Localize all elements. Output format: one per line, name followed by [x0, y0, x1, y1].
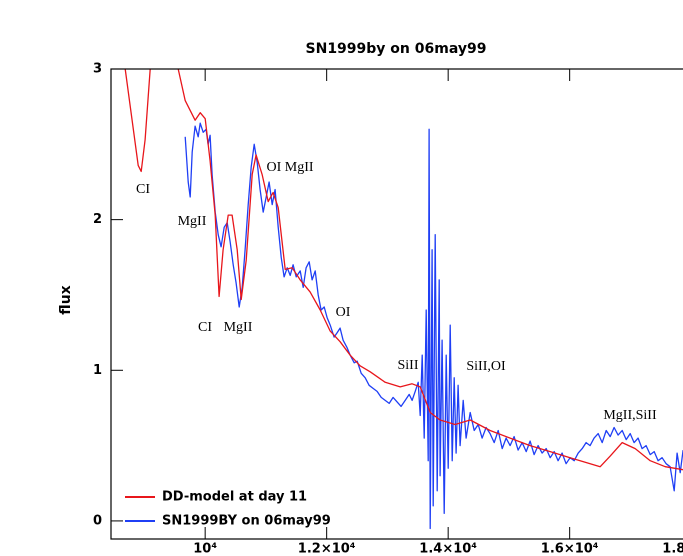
y-tick-label: 1	[93, 363, 102, 378]
axes-frame	[110, 68, 683, 540]
x-tick-label: 1.8×10⁴	[662, 542, 683, 556]
spectrum-line	[184, 122, 683, 530]
chart-title: SN1999by on 06may99	[306, 41, 487, 57]
legend-label: DD-model at day 11	[162, 490, 307, 505]
spectrum-line	[124, 69, 683, 471]
annotation: CI	[198, 320, 212, 335]
y-tick-label: 0	[93, 513, 102, 528]
annotation: SiII	[398, 358, 419, 373]
x-tick-label: 10⁴	[193, 542, 217, 556]
x-tick-label: 1.2×10⁴	[298, 542, 356, 556]
y-axis-label: flux	[58, 285, 74, 314]
annotation: OI MgII	[266, 160, 313, 175]
x-tick-label: 1.6×10⁴	[541, 542, 599, 556]
annotation: MgII,SiII	[603, 408, 657, 423]
annotation: SiII,OI	[466, 359, 506, 374]
x-tick-label: 1.4×10⁴	[419, 542, 477, 556]
y-tick-label: 2	[93, 212, 102, 227]
annotation: MgII	[178, 214, 207, 229]
annotation: OI	[336, 305, 351, 320]
legend-label: SN1999BY on 06may99	[162, 514, 331, 529]
plot-area	[124, 69, 683, 530]
y-tick-label: 3	[93, 62, 102, 77]
annotation: CI	[136, 182, 150, 197]
annotation: MgII	[224, 320, 253, 335]
